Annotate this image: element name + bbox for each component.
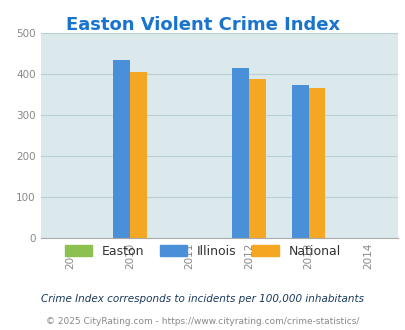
Bar — [113, 60, 130, 238]
Bar — [291, 85, 308, 238]
Text: Easton Violent Crime Index: Easton Violent Crime Index — [66, 16, 339, 35]
Bar — [248, 79, 265, 238]
Text: © 2025 CityRating.com - https://www.cityrating.com/crime-statistics/: © 2025 CityRating.com - https://www.city… — [46, 317, 359, 326]
Text: Crime Index corresponds to incidents per 100,000 inhabitants: Crime Index corresponds to incidents per… — [41, 294, 364, 304]
Bar — [130, 72, 146, 238]
Bar — [232, 68, 248, 238]
Legend: Easton, Illinois, National: Easton, Illinois, National — [60, 240, 345, 263]
Bar — [308, 88, 324, 238]
